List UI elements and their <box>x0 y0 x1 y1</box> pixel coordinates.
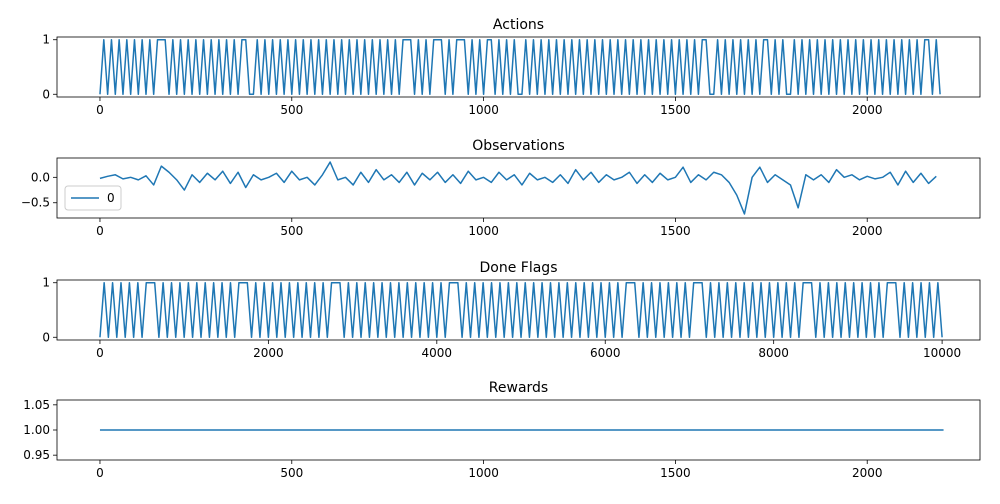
series-line <box>99 161 937 215</box>
x-tick-label: 1000 <box>468 466 499 480</box>
y-tick-label: 0.95 <box>23 448 50 462</box>
y-tick-label: 1 <box>42 276 50 290</box>
x-tick-label: 6000 <box>590 346 621 360</box>
subplot-title: Rewards <box>489 380 548 396</box>
x-tick-label: 10000 <box>923 346 961 360</box>
x-tick-label: 0 <box>96 103 104 117</box>
x-tick-label: 1500 <box>660 466 691 480</box>
legend-label: 0 <box>107 191 115 205</box>
x-tick-label: 2000 <box>253 346 284 360</box>
axes-frame <box>56 36 981 98</box>
y-tick-label: 0.0 <box>31 170 50 184</box>
x-tick-label: 0 <box>96 346 104 360</box>
x-tick-label: 500 <box>280 103 303 117</box>
series-line <box>99 38 941 96</box>
y-tick-label: 1 <box>42 33 50 47</box>
axes-frame <box>56 279 981 341</box>
y-tick-label: 1.05 <box>23 398 50 412</box>
y-tick-label: −0.5 <box>21 196 50 210</box>
y-tick-label: 0 <box>42 330 50 344</box>
x-tick-label: 1000 <box>468 224 499 238</box>
subplot-title: Observations <box>472 138 565 154</box>
x-tick-label: 0 <box>96 224 104 238</box>
x-tick-label: 4000 <box>422 346 453 360</box>
x-tick-label: 500 <box>280 466 303 480</box>
x-tick-label: 0 <box>96 466 104 480</box>
x-tick-label: 1500 <box>660 224 691 238</box>
axes-frame <box>56 157 981 219</box>
subplot-title: Done Flags <box>480 260 558 276</box>
x-tick-label: 2000 <box>852 103 883 117</box>
x-tick-label: 8000 <box>758 346 789 360</box>
y-tick-label: 1.00 <box>23 423 50 437</box>
y-tick-label: 0 <box>42 87 50 101</box>
x-tick-label: 2000 <box>852 224 883 238</box>
x-tick-label: 2000 <box>852 466 883 480</box>
x-tick-label: 500 <box>280 224 303 238</box>
subplot-title: Actions <box>493 17 544 33</box>
x-tick-label: 1500 <box>660 103 691 117</box>
series-line <box>99 281 943 339</box>
x-tick-label: 1000 <box>468 103 499 117</box>
